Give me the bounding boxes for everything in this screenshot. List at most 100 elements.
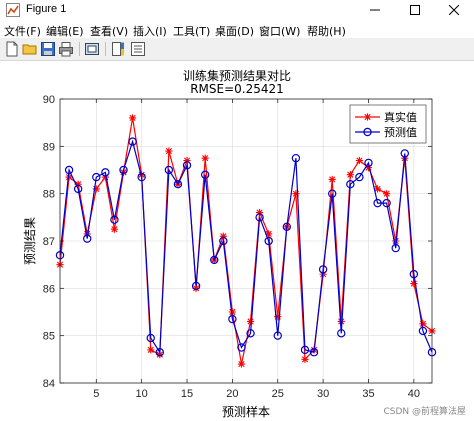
- data-point: [337, 329, 346, 338]
- y-tick-label: 87: [43, 236, 55, 248]
- close-button[interactable]: [434, 0, 474, 20]
- x-tick-label: 25: [272, 388, 284, 400]
- data-point: [291, 153, 301, 163]
- data-point: [201, 154, 209, 162]
- data-point: [83, 230, 91, 238]
- data-point: [110, 225, 119, 233]
- data-point: [255, 213, 264, 222]
- minimize-button[interactable]: [355, 0, 395, 20]
- data-point: [237, 360, 246, 368]
- x-tick-label: 30: [317, 388, 329, 400]
- data-point: [65, 173, 73, 181]
- data-point: [164, 165, 174, 175]
- data-point: [409, 269, 419, 279]
- data-point: [418, 326, 428, 336]
- data-point: [364, 158, 373, 168]
- data-point: [364, 164, 373, 172]
- data-point: [328, 175, 336, 184]
- x-axis-label: 预测样本: [222, 404, 270, 419]
- y-tick-label: 88: [43, 189, 55, 201]
- legend-box: [349, 104, 427, 144]
- toolbar: [0, 38, 474, 61]
- data-point: [128, 114, 137, 122]
- data-point: [155, 348, 165, 357]
- data-point: [373, 185, 382, 193]
- menu-file[interactable]: 文件(F): [4, 25, 41, 38]
- x-tick-label: 10: [136, 388, 148, 400]
- data-point: [219, 232, 227, 240]
- menu-help[interactable]: 帮助(H): [307, 25, 346, 38]
- data-point: [128, 137, 137, 146]
- data-point: [173, 179, 183, 189]
- menu-edit[interactable]: 编辑(E): [46, 25, 84, 38]
- data-point: [119, 165, 128, 175]
- data-point: [346, 179, 355, 189]
- data-point: [264, 236, 273, 246]
- data-point: [300, 345, 310, 355]
- data-point: [246, 329, 255, 338]
- data-point: [92, 185, 100, 193]
- y-axis-label: 预测结果: [23, 217, 37, 265]
- data-point: [292, 190, 300, 198]
- data-point: [92, 172, 101, 182]
- data-point: [192, 284, 200, 292]
- data-point: [228, 308, 236, 316]
- data-point: [400, 149, 409, 158]
- maximize-button[interactable]: [395, 0, 435, 20]
- x-tick-label: 20: [226, 388, 238, 400]
- data-point: [137, 172, 146, 182]
- new-file-icon[interactable]: [4, 41, 20, 57]
- data-point: [182, 161, 192, 170]
- data-point: [383, 190, 391, 198]
- legend-marker: [363, 127, 372, 137]
- menu-view[interactable]: 查看(V): [90, 25, 129, 38]
- close-icon: [449, 5, 459, 15]
- save-icon[interactable]: [40, 41, 56, 57]
- series-line: [59, 139, 433, 355]
- data-point: [146, 333, 155, 343]
- matlab-figure-icon: [6, 3, 20, 17]
- data-point: [156, 351, 164, 359]
- data-point: [265, 230, 273, 238]
- link-plot-icon[interactable]: [84, 41, 100, 57]
- menu-insert[interactable]: 插入(I): [133, 25, 167, 38]
- data-point: [309, 348, 319, 357]
- data-point: [373, 198, 382, 208]
- menu-tools[interactable]: 工具(T): [173, 25, 211, 38]
- print-icon[interactable]: [58, 41, 74, 57]
- data-point: [301, 355, 309, 363]
- data-point: [392, 237, 400, 245]
- toolbar-separator: [105, 42, 106, 56]
- data-point: [64, 165, 74, 175]
- data-point: [256, 209, 264, 217]
- x-tick-label: 5: [93, 388, 99, 400]
- data-point: [346, 171, 354, 179]
- data-point: [237, 343, 246, 352]
- figure-title: 训练集预测结果对比: [182, 69, 291, 83]
- data-point: [410, 280, 418, 288]
- legend-label: 预测值: [384, 126, 417, 139]
- legend-label: 真实值: [384, 110, 417, 124]
- data-point: [101, 173, 109, 181]
- colorbar-icon[interactable]: [110, 41, 126, 57]
- x-tick-label: 40: [408, 388, 420, 400]
- chart-series: [55, 114, 437, 368]
- toolbar-separator: [79, 42, 80, 56]
- watermark: CSDN @前程算法屋: [383, 407, 466, 417]
- data-point: [219, 236, 228, 246]
- data-point: [200, 170, 210, 179]
- y-tick-label: 84: [43, 378, 55, 390]
- data-point: [391, 243, 400, 253]
- menu-desktop[interactable]: 桌面(D): [215, 25, 255, 38]
- legend-marker: [363, 113, 372, 121]
- data-point: [382, 198, 391, 208]
- menu-window[interactable]: 窗口(W): [259, 25, 301, 38]
- open-folder-icon[interactable]: [22, 41, 38, 57]
- menu-bar: 文件(F) 编辑(E) 查看(V) 插入(I) 工具(T) 桌面(D) 窗口(W…: [0, 20, 474, 38]
- data-point: [355, 172, 364, 182]
- legend-icon[interactable]: [130, 41, 146, 57]
- data-point: [327, 189, 337, 198]
- minimize-icon: [370, 9, 380, 11]
